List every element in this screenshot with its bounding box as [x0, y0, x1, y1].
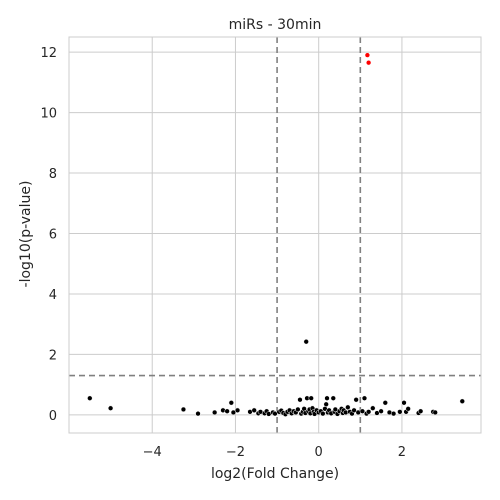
data-point — [195, 411, 201, 417]
plot-frame — [68, 36, 482, 434]
x-tick-label: −4 — [143, 445, 162, 460]
y-tick-label: 12 — [40, 46, 57, 61]
x-tick-labels: −4 −2 0 2 — [143, 445, 406, 460]
y-tick-label: 4 — [49, 288, 57, 303]
chart-title: miRs - 30min — [229, 17, 322, 33]
y-tick-labels: 0 2 4 6 8 10 12 — [40, 46, 57, 424]
data-points — [87, 52, 465, 417]
y-tick-label: 8 — [49, 167, 57, 182]
data-point — [234, 407, 241, 413]
data-point — [418, 408, 424, 414]
x-tick-label: −2 — [226, 445, 245, 460]
threshold-lines — [69, 37, 481, 433]
data-point — [297, 397, 303, 403]
data-point — [378, 408, 384, 414]
data-point — [180, 406, 187, 413]
significant-point — [364, 52, 371, 58]
data-point — [212, 409, 218, 416]
data-point — [324, 395, 330, 401]
significant-point — [365, 60, 372, 66]
x-axis-title: log2(Fold Change) — [211, 466, 339, 482]
y-tick-label: 0 — [49, 409, 57, 424]
data-point — [323, 401, 329, 407]
y-tick-label: 10 — [40, 107, 57, 122]
data-point — [345, 404, 351, 410]
data-point — [330, 395, 336, 401]
data-point — [295, 406, 301, 413]
data-point — [370, 405, 376, 411]
data-point — [230, 409, 237, 416]
x-tick-label: 0 — [315, 445, 323, 460]
data-point — [87, 395, 93, 401]
data-point — [459, 398, 465, 404]
data-point — [365, 409, 372, 415]
data-point — [320, 411, 326, 417]
data-point — [303, 339, 309, 345]
y-tick-label: 2 — [49, 348, 57, 363]
y-tick-label: 6 — [49, 227, 57, 242]
data-point — [390, 411, 397, 417]
data-point — [353, 397, 359, 403]
data-point — [432, 409, 438, 416]
data-point — [107, 405, 114, 411]
data-point — [228, 400, 234, 406]
data-point — [382, 400, 388, 406]
data-point — [224, 408, 230, 414]
x-tick-label: 2 — [398, 445, 406, 460]
y-axis-title: -log10(p-value) — [18, 181, 34, 288]
data-point — [401, 400, 407, 406]
data-point — [397, 409, 403, 415]
data-point — [308, 395, 314, 401]
data-point — [359, 408, 366, 414]
data-point — [361, 395, 368, 401]
data-point — [351, 407, 357, 413]
data-point — [405, 406, 411, 412]
data-point — [251, 407, 257, 413]
